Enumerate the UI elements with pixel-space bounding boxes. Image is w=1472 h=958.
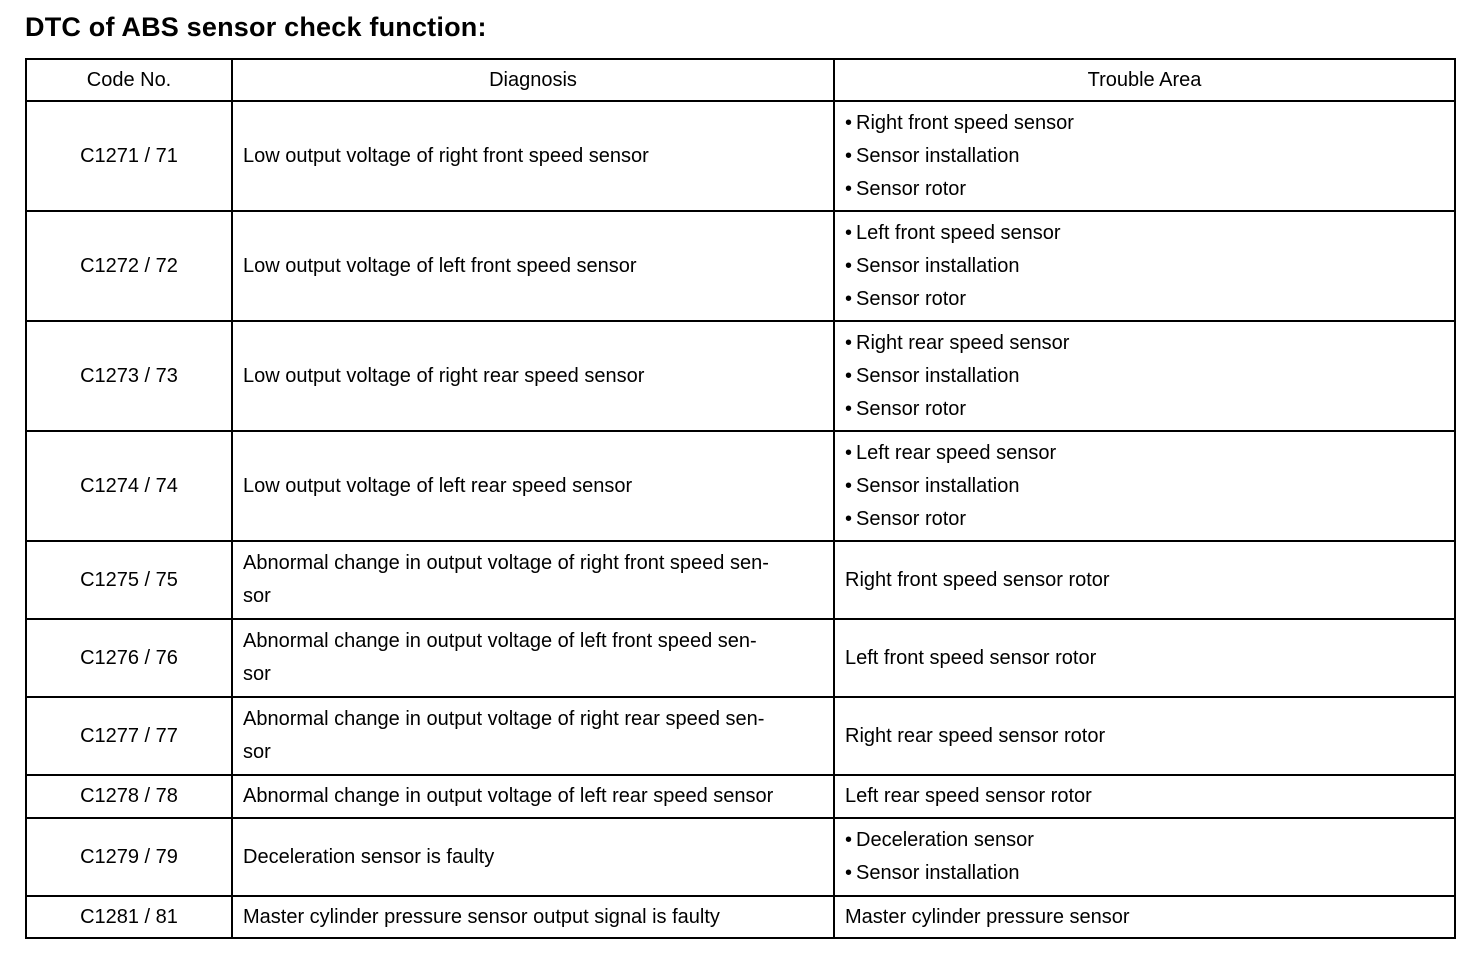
table-row: C1272 / 72 Low output voltage of left fro… [25, 210, 1456, 322]
table-row: C1281 / 81 Master cylinder pressure senso… [25, 895, 1456, 939]
trouble-area-item: Sensor rotor [845, 503, 1444, 536]
diagnosis-cell: Abnormal change in output voltage of rig… [231, 696, 835, 776]
trouble-area-cell: Right rear speed sensorSensor installati… [833, 320, 1456, 432]
diagnosis-cell: Master cylinder pressure sensor output s… [231, 895, 835, 939]
code-cell: C1273 / 73 [25, 320, 233, 432]
trouble-area-item: Sensor installation [845, 470, 1444, 503]
diagnosis-cell: Abnormal change in output voltage of lef… [231, 774, 835, 819]
trouble-area-item: Sensor installation [845, 857, 1444, 890]
trouble-area-cell: Left front speed sensorSensor installati… [833, 210, 1456, 322]
code-cell: C1279 / 79 [25, 817, 233, 897]
diagnosis-cell: Deceleration sensor is faulty [231, 817, 835, 897]
table-row: C1278 / 78 Abnormal change in output volt… [25, 774, 1456, 819]
trouble-area-item: Sensor rotor [845, 283, 1444, 316]
table-row: C1273 / 73 Low output voltage of right re… [25, 320, 1456, 432]
diagnosis-cell: Low output voltage of left front speed s… [231, 210, 835, 322]
code-cell: C1275 / 75 [25, 540, 233, 620]
table-row: C1271 / 71 Low output voltage of right fr… [25, 100, 1456, 212]
dtc-table: Code No. Diagnosis Trouble Area C1271 / … [25, 58, 1456, 939]
diagnosis-cell: Abnormal change in output voltage of lef… [231, 618, 835, 698]
page-title: DTC of ABS sensor check function: [25, 12, 487, 42]
code-cell: C1274 / 74 [25, 430, 233, 542]
trouble-area-cell: Right rear speed sensor rotor [833, 696, 1456, 776]
code-cell: C1276 / 76 [25, 618, 233, 698]
trouble-area-cell: Right front speed sensorSensor installat… [833, 100, 1456, 212]
table-row: C1276 / 76 Abnormal change in output volt… [25, 618, 1456, 698]
trouble-area-item: Right rear speed sensor [845, 327, 1444, 360]
trouble-area-cell: Left front speed sensor rotor [833, 618, 1456, 698]
table-row: C1274 / 74 Low output voltage of left rea… [25, 430, 1456, 542]
trouble-area-list: Deceleration sensorSensor installation [845, 824, 1444, 890]
trouble-area-cell: Master cylinder pressure sensor [833, 895, 1456, 939]
trouble-area-item: Sensor installation [845, 250, 1444, 283]
code-cell: C1271 / 71 [25, 100, 233, 212]
code-cell: C1278 / 78 [25, 774, 233, 819]
code-cell: C1281 / 81 [25, 895, 233, 939]
trouble-area-list: Left rear speed sensorSensor installatio… [845, 437, 1444, 536]
column-header-diagnosis: Diagnosis [231, 58, 835, 102]
trouble-area-cell: Right front speed sensor rotor [833, 540, 1456, 620]
diagnosis-cell: Low output voltage of right rear speed s… [231, 320, 835, 432]
diagnosis-cell: Low output voltage of right front speed … [231, 100, 835, 212]
column-header-code: Code No. [25, 58, 233, 102]
trouble-area-list: Right rear speed sensorSensor installati… [845, 327, 1444, 426]
trouble-area-item: Left front speed sensor [845, 217, 1444, 250]
trouble-area-item: Left rear speed sensor [845, 437, 1444, 470]
trouble-area-item: Sensor installation [845, 140, 1444, 173]
trouble-area-cell: Left rear speed sensorSensor installatio… [833, 430, 1456, 542]
column-header-trouble-area: Trouble Area [833, 58, 1456, 102]
table-row: C1277 / 77 Abnormal change in output volt… [25, 696, 1456, 776]
diagnosis-cell: Abnormal change in output voltage of rig… [231, 540, 835, 620]
table-header-row: Code No. Diagnosis Trouble Area [25, 58, 1456, 102]
trouble-area-list: Right front speed sensorSensor installat… [845, 107, 1444, 206]
trouble-area-item: Right front speed sensor [845, 107, 1444, 140]
code-cell: C1272 / 72 [25, 210, 233, 322]
trouble-area-list: Left front speed sensorSensor installati… [845, 217, 1444, 316]
trouble-area-cell: Deceleration sensorSensor installation [833, 817, 1456, 897]
trouble-area-item: Sensor installation [845, 360, 1444, 393]
trouble-area-item: Sensor rotor [845, 393, 1444, 426]
trouble-area-item: Sensor rotor [845, 173, 1444, 206]
trouble-area-item: Deceleration sensor [845, 824, 1444, 857]
code-cell: C1277 / 77 [25, 696, 233, 776]
table-row: C1275 / 75 Abnormal change in output volt… [25, 540, 1456, 620]
diagnosis-cell: Low output voltage of left rear speed se… [231, 430, 835, 542]
trouble-area-cell: Left rear speed sensor rotor [833, 774, 1456, 819]
